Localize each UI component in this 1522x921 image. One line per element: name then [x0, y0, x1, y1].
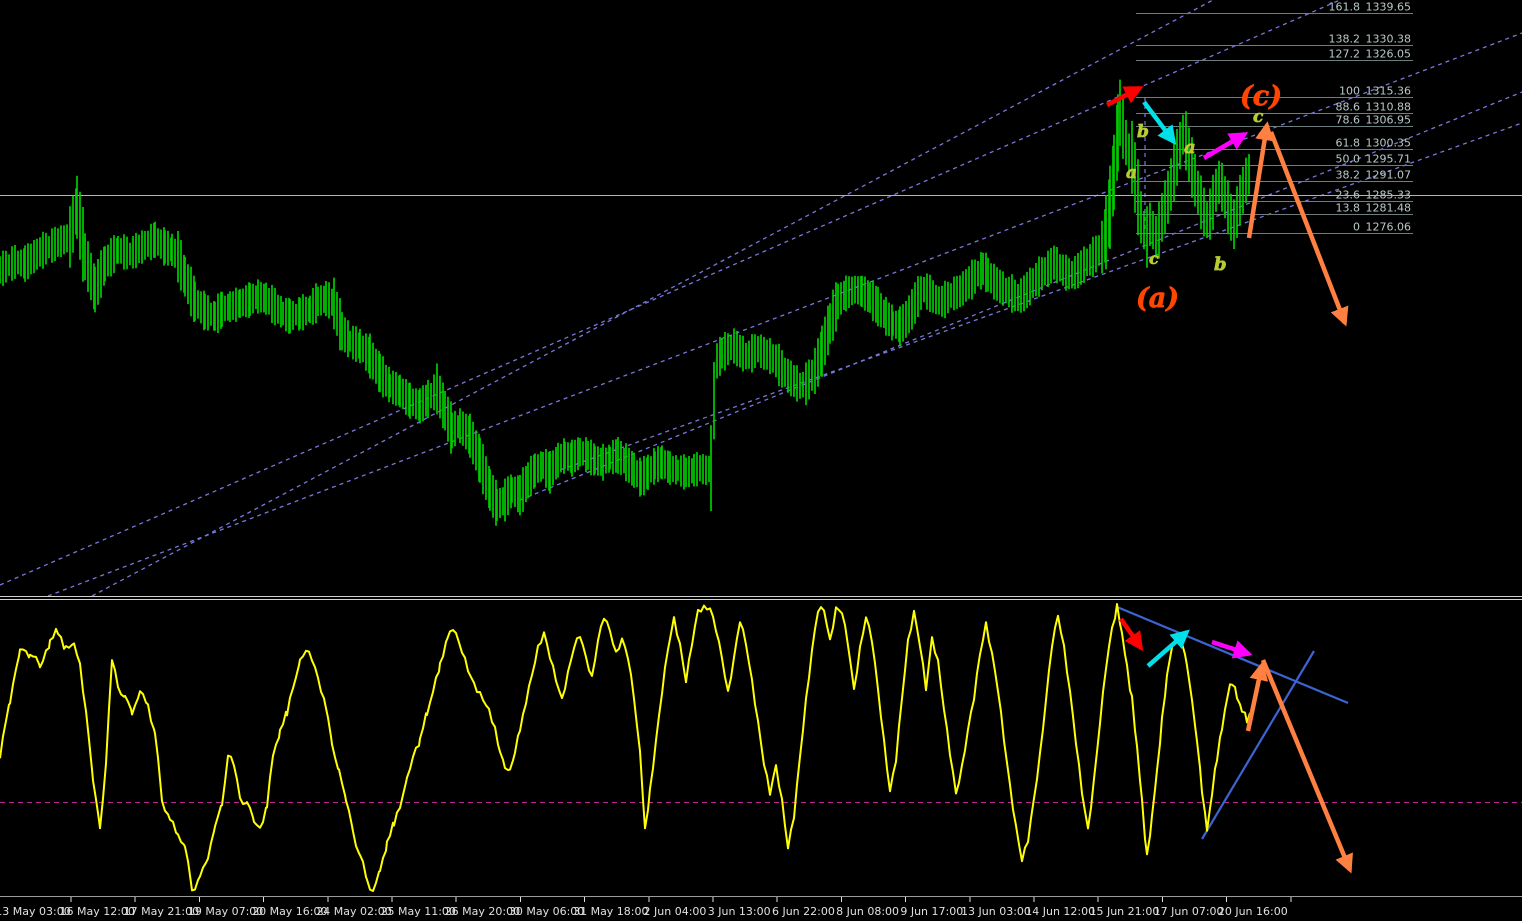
oscillator-series — [0, 603, 1251, 892]
fibonacci-retracement[interactable]: 161.8 1339.65 138.2 1330.38 127.2 1326.05 1… — [1136, 1, 1413, 234]
time-axis-label: 26 May 20:00 — [445, 905, 520, 918]
annotation-arrow[interactable] — [1246, 121, 1274, 239]
oscillator-annotation-arrow[interactable] — [1245, 661, 1269, 732]
time-axis-label: 15 Jun 21:00 — [1089, 905, 1159, 918]
time-axis-label: 20 May 16:00 — [252, 905, 327, 918]
time-axis-label: 9 Jun 17:00 — [900, 905, 963, 918]
wave-letter[interactable]: a — [1184, 137, 1196, 159]
fib-level-label: 50.0 1295.71 — [1336, 153, 1411, 166]
time-axis-label: 17 Jun 07:00 — [1154, 905, 1224, 918]
time-axis-label: 30 May 06:00 — [509, 905, 584, 918]
wave-letter[interactable]: (c) — [1240, 81, 1283, 113]
fib-level-label: 138.2 1330.38 — [1329, 33, 1411, 46]
annotation-arrow[interactable] — [1268, 131, 1349, 327]
time-axis-label: 2 Jun 04:00 — [644, 905, 707, 918]
channel-trendline[interactable] — [91, 0, 1214, 597]
time-axis-label: 25 May 11:00 — [380, 905, 455, 918]
fib-level-label: 78.6 1306.95 — [1336, 114, 1411, 127]
time-axis-label: 14 Jun 12:00 — [1025, 905, 1095, 918]
oscillator-trendlines[interactable] — [1116, 605, 1349, 840]
fib-level-label: 127.2 1326.05 — [1329, 48, 1411, 61]
annotation-arrow[interactable] — [1142, 100, 1177, 146]
oscillator-line — [0, 603, 1251, 892]
wave-letter[interactable]: (a) — [1136, 283, 1180, 315]
wave-letter[interactable]: c — [1253, 107, 1265, 128]
fib-level-label: 38.2 1291.07 — [1336, 169, 1411, 182]
fib-level-label: 100 1315.36 — [1339, 85, 1411, 98]
price-bar-series — [0, 79, 1250, 526]
time-axis-label: 17 May 21:00 — [124, 905, 199, 918]
annotation-arrow[interactable] — [1202, 132, 1249, 160]
price-annotation-arrows[interactable] — [1105, 85, 1349, 327]
wave-letter[interactable]: a — [1126, 163, 1138, 184]
fib-level-label: 88.6 1310.88 — [1336, 101, 1411, 114]
panel-separator[interactable] — [0, 595, 1522, 601]
price-bars — [0, 79, 1250, 526]
fib-level-label: 161.8 1339.65 — [1329, 1, 1411, 14]
fib-level-label: 61.8 1300.35 — [1336, 137, 1411, 150]
time-axis-label: 24 May 02:00 — [316, 905, 391, 918]
oscillator-annotation-arrow[interactable] — [1211, 639, 1253, 659]
channel-trendline[interactable] — [559, 122, 1522, 471]
oscillator-annotation-arrow[interactable] — [1146, 629, 1190, 668]
oscillator-trendline[interactable] — [1116, 605, 1349, 705]
time-axis-label: 13 Jun 03:00 — [961, 905, 1031, 918]
annotation-arrow[interactable] — [1105, 85, 1144, 108]
time-axis-label: 13 May 03:00 — [0, 905, 71, 918]
fib-level-label: 0 1276.06 — [1353, 221, 1411, 234]
time-axis-label: 16 May 12:00 — [59, 905, 134, 918]
time-axis-label: 31 May 18:00 — [573, 905, 648, 918]
oscillator-annotation-arrow[interactable] — [1260, 659, 1353, 874]
time-axis-label: 20 Jun 16:00 — [1218, 905, 1288, 918]
time-axis-label: 3 Jun 13:00 — [708, 905, 771, 918]
time-axis-label: 19 May 07:00 — [188, 905, 263, 918]
oscillator-annotation-arrows[interactable] — [1119, 617, 1353, 874]
oscillator-annotation-arrow[interactable] — [1119, 617, 1144, 652]
time-axis-label: 6 Jun 22:00 — [772, 905, 835, 918]
oscillator-trendline[interactable] — [1201, 650, 1315, 840]
wave-letter[interactable]: b — [1214, 254, 1227, 276]
fib-level-label: 13.8 1281.48 — [1336, 202, 1411, 215]
time-axis-label: 8 Jun 08:00 — [836, 905, 899, 918]
wave-letter[interactable]: b — [1137, 122, 1150, 143]
wave-letter[interactable]: c — [1149, 249, 1160, 269]
